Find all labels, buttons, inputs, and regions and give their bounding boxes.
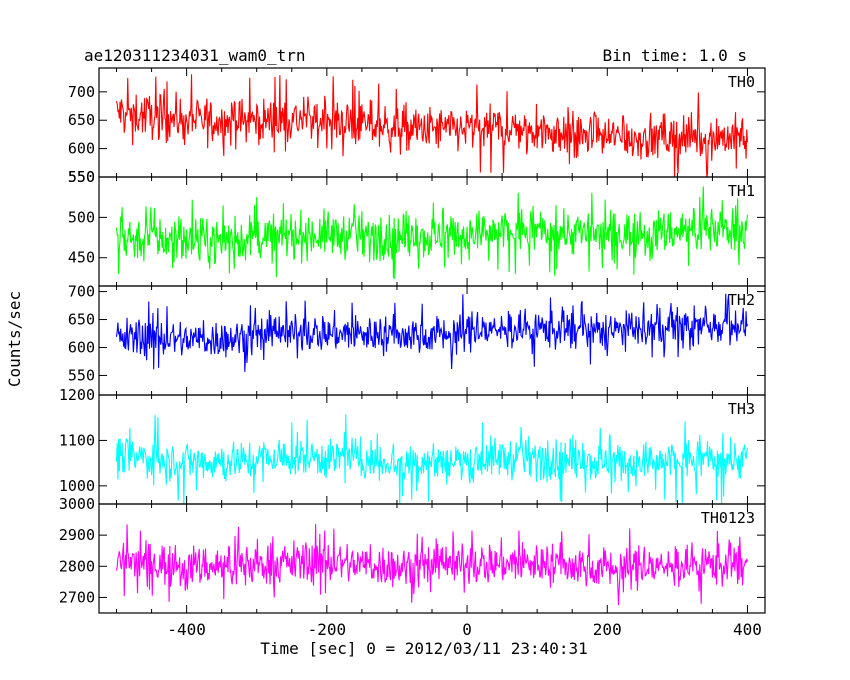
panel-th1: 450 500 550 TH1 [68, 168, 766, 287]
y-tick-label: 600 [68, 338, 95, 356]
bin-time-label: Bin time: 1.0 s [603, 46, 748, 65]
y-tick-label: 450 [68, 249, 95, 267]
x-tick-label: 400 [733, 620, 762, 639]
series-line-th2 [115, 293, 748, 372]
panel-label-th0: TH0 [728, 73, 755, 91]
series-line-th0123 [115, 524, 749, 606]
series-line-th0 [115, 74, 749, 177]
y-tick-label: 650 [68, 111, 95, 129]
y-tick-label: 2800 [59, 557, 95, 575]
y-axis-label: Counts/sec [5, 291, 24, 387]
series-line-th3 [115, 414, 749, 504]
x-tick-label: 200 [593, 620, 622, 639]
y-tick-label: 550 [68, 168, 95, 186]
x-tick-label: 0 [462, 620, 472, 639]
y-tick-label: 500 [68, 208, 95, 226]
panel-label-th1: TH1 [728, 182, 755, 200]
x-tick-label: -200 [308, 620, 347, 639]
y-tick-label: 600 [68, 140, 95, 158]
y-tick-label: 700 [68, 283, 95, 301]
y-tick-label: 3000 [59, 495, 95, 513]
panel-th3: 1000 1100 1200 TH3 [59, 386, 766, 505]
panel-label-th2: TH2 [728, 291, 755, 309]
series-line-th1 [115, 186, 749, 280]
y-tick-label: 650 [68, 311, 95, 329]
panel-label-th3: TH3 [728, 400, 755, 418]
y-tick-label: 1200 [59, 386, 95, 404]
panel-th2: 550 600 650 700 TH2 [68, 283, 766, 396]
y-tick-label: 550 [68, 168, 95, 186]
x-tick-label: -400 [167, 620, 206, 639]
panel-th0123: 2700 2800 2900 3000 TH0123 [59, 495, 766, 614]
y-tick-label: 1100 [59, 431, 95, 449]
y-tick-label: 700 [68, 83, 95, 101]
chart-title: ae120311234031_wam0_trn [84, 46, 306, 65]
y-tick-label: 1000 [59, 477, 95, 495]
panel-th0: 550 600 650 700 TH0 [68, 67, 766, 186]
x-axis-ticks: -400 -200 0 200 400 [167, 620, 762, 639]
panel-label-th0123: TH0123 [701, 509, 755, 527]
y-tick-label: 2700 [59, 588, 95, 606]
y-tick-label: 550 [68, 366, 95, 384]
y-tick-label: 2900 [59, 526, 95, 544]
x-axis-label: Time [sec] 0 = 2012/03/11 23:40:31 [260, 639, 588, 658]
